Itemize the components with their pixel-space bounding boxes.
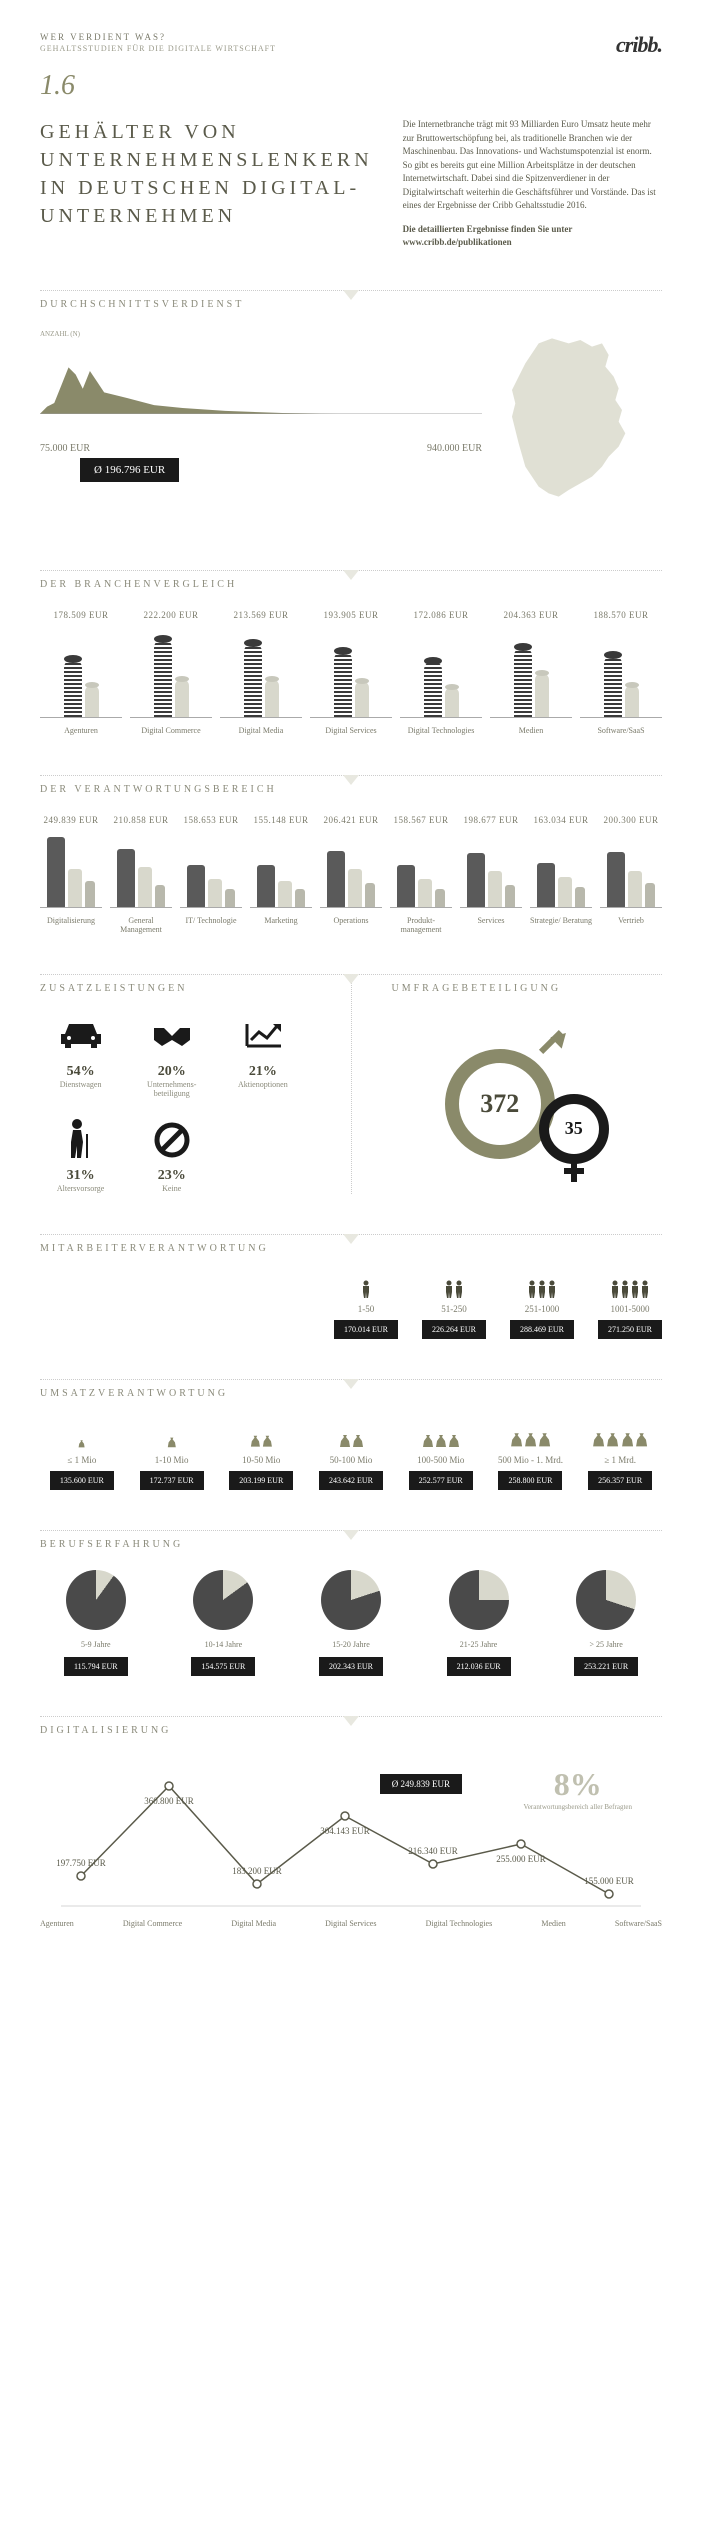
benefit-item: 54% Dienstwagen [40,1014,121,1098]
bar-group: 178.509 EUR Agenturen [40,610,122,735]
digital-avg-badge: Ø 249.839 EUR [380,1774,462,1794]
experience-group: 5-9 Jahre 115.794 EUR [40,1570,152,1676]
svg-text:197.750 EUR: 197.750 EUR [56,1858,106,1868]
money-bag-icon [40,1419,124,1449]
money-bag-icon [578,1419,662,1449]
experience-group: 15-20 Jahre 202.343 EUR [295,1570,407,1676]
revenue-group: 1-10 Mio 172.737 EUR [130,1419,214,1490]
revenue-group: 500 Mio - 1. Mrd. 258.800 EUR [489,1419,573,1490]
female-count: 35 [539,1094,609,1164]
section-branchenvergleich: DER BRANCHENVERGLEICH 178.509 EUR Agentu… [40,570,662,735]
bar-group: 222.200 EUR Digital Commerce [130,610,212,735]
bar-group: 210.858 EUR General Management [110,815,172,934]
benefit-item: 21% Aktienoptionen [222,1014,303,1098]
section-verantwortung: DER VERANTWORTUNGSBEREICH 249.839 EUR Di… [40,775,662,934]
revenue-group: 100-500 Mio 252.577 EUR [399,1419,483,1490]
version-number: 1.6 [40,70,662,102]
pie-chart [66,1570,126,1630]
section-umfrage: UMFRAGEBETEILIGUNG 372 35 [351,983,663,1194]
svg-text:216.340 EUR: 216.340 EUR [408,1846,458,1856]
bar-group: 163.034 EUR Strategie/ Beratung [530,815,592,934]
money-bag-icon [399,1419,483,1449]
logo: cribb. [616,32,662,58]
section-avg-earnings: DURCHSCHNITTSVERDIENST ANZAHL (N) 75.000… [40,290,662,530]
experience-group: 21-25 Jahre 212.036 EUR [423,1570,535,1676]
benefit-item: 23% Keine [131,1118,212,1193]
page-title: GEHÄLTER VON UNTERNEHMENSLENKERN IN DEUT… [40,118,373,250]
description: Die Internetbranche trägt mit 93 Milliar… [403,118,662,250]
money-bag-icon [219,1419,303,1449]
money-bag-icon [130,1419,214,1449]
people-icon [422,1274,486,1298]
section-berufserfahrung: BERUFSERFAHRUNG 5-9 Jahre 115.794 EUR 10… [40,1530,662,1676]
bar-group: 249.839 EUR Digitalisierung [40,815,102,934]
section-mitarbeiter: MITARBEITERVERANTWORTUNG 1-50 170.014 EU… [40,1234,662,1339]
section-umsatz: UMSATZVERANTWORTUNG ≤ 1 Mio 135.600 EUR … [40,1379,662,1490]
bar-group: 204.363 EUR Medien [490,610,572,735]
svg-text:304.143 EUR: 304.143 EUR [320,1826,370,1836]
bar-group: 158.567 EUR Produkt-management [390,815,452,934]
subtitle: GEHALTSSTUDIEN FÜR DIE DIGITALE WIRTSCHA… [40,44,616,53]
pie-chart [193,1570,253,1630]
pie-chart [321,1570,381,1630]
employee-group: 1-50 170.014 EUR [334,1274,398,1339]
employee-group: 1001-5000 271.250 EUR [598,1274,662,1339]
employee-group: 51-250 226.264 EUR [422,1274,486,1339]
area-chart [40,342,482,432]
pie-chart [576,1570,636,1630]
male-count: 372 [445,1049,555,1159]
bar-group: 188.570 EUR Software/SaaS [580,610,662,735]
revenue-group: 50-100 Mio 243.642 EUR [309,1419,393,1490]
svg-text:360.800 EUR: 360.800 EUR [144,1796,194,1806]
people-icon [510,1274,574,1298]
revenue-group: ≤ 1 Mio 135.600 EUR [40,1419,124,1490]
employee-group: 251-1000 288.469 EUR [510,1274,574,1339]
svg-text:155.000 EUR: 155.000 EUR [584,1876,634,1886]
header: WER VERDIENT WAS? GEHALTSSTUDIEN FÜR DIE… [40,32,662,58]
handshake-icon [131,1014,212,1058]
germany-map [482,330,662,530]
benefit-item: 31% Altersvorsorge [40,1118,121,1193]
benefit-item: 20% Unternehmens-beteiligung [131,1014,212,1098]
elder-icon [40,1118,121,1162]
bar-group: 158.653 EUR IT/ Technologie [180,815,242,934]
chart-icon [222,1014,303,1058]
bar-group: 206.421 EUR Operations [320,815,382,934]
people-icon [598,1274,662,1298]
bar-group: 155.148 EUR Marketing [250,815,312,934]
revenue-group: ≥ 1 Mrd. 256.357 EUR [578,1419,662,1490]
experience-group: 10-14 Jahre 154.575 EUR [168,1570,280,1676]
people-icon [334,1274,398,1298]
publication-link[interactable]: www.cribb.de/publikationen [403,237,512,247]
money-bag-icon [489,1419,573,1449]
bar-group: 172.086 EUR Digital Technologies [400,610,482,735]
section-zusatzleistungen: ZUSATZLEISTUNGEN 54% Dienstwagen 20% Unt… [40,983,311,1194]
section-digitalisierung: DIGITALISIERUNG Ø 249.839 EUR 8% Verantw… [40,1716,662,1956]
none-icon [131,1118,212,1162]
pie-chart [449,1570,509,1630]
svg-text:255.000 EUR: 255.000 EUR [496,1854,546,1864]
money-bag-icon [309,1419,393,1449]
bar-group: 198.677 EUR Services [460,815,522,934]
avg-badge: Ø 196.796 EUR [80,458,179,482]
bar-group: 213.569 EUR Digital Media [220,610,302,735]
bar-group: 193.905 EUR Digital Services [310,610,392,735]
car-icon [40,1014,121,1058]
pretitle: WER VERDIENT WAS? [40,32,616,42]
bar-group: 200.300 EUR Vertrieb [600,815,662,934]
revenue-group: 10-50 Mio 203.199 EUR [219,1419,303,1490]
experience-group: > 25 Jahre 253.221 EUR [550,1570,662,1676]
svg-text:183.200 EUR: 183.200 EUR [232,1866,282,1876]
